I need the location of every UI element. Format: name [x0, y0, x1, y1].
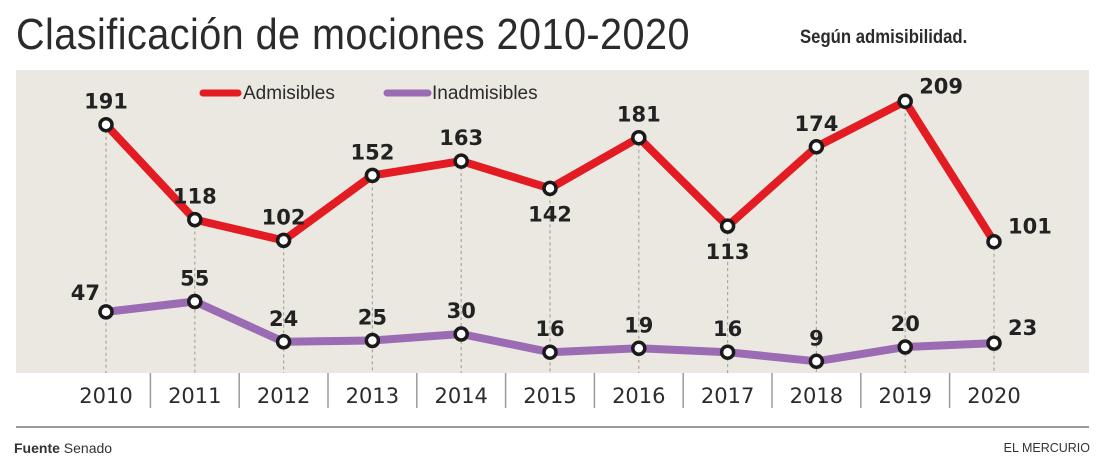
- data-label-inadmisibles: 19: [624, 313, 653, 337]
- data-label-inadmisibles: 16: [713, 317, 742, 341]
- data-point-admisibles: [275, 232, 292, 249]
- data-point-admisibles: [187, 211, 203, 228]
- legend: Admisibles Inadmisibles: [199, 83, 538, 104]
- data-point-inadmisibles: [986, 335, 1002, 351]
- data-point-admisibles: [897, 93, 913, 110]
- data-label-inadmisibles: 24: [269, 307, 298, 331]
- data-point-admisibles: [808, 139, 825, 155]
- data-label-admisibles: 113: [706, 240, 750, 264]
- x-tick-label: 2015: [523, 384, 576, 408]
- data-label-admisibles: 163: [439, 126, 483, 150]
- data-point-inadmisibles: [275, 334, 292, 350]
- x-tick-label: 2019: [878, 384, 931, 408]
- data-point-inadmisibles: [808, 353, 825, 370]
- data-point-inadmisibles: [187, 293, 203, 310]
- data-point-admisibles: [98, 116, 114, 133]
- series-inadmisibles: 47 55 24 25 30 16 19 16 9 20 23: [71, 267, 1037, 370]
- x-tick-label: 2012: [257, 384, 310, 408]
- data-label-admisibles: 101: [1008, 215, 1052, 239]
- data-label-inadmisibles: 47: [71, 281, 100, 305]
- data-point-admisibles: [364, 167, 381, 184]
- x-tick-label: 2017: [701, 384, 754, 408]
- legend-label-admisibles: Admisibles: [243, 83, 335, 104]
- data-label-inadmisibles: 20: [891, 312, 920, 336]
- data-label-admisibles: 174: [794, 112, 838, 136]
- data-label-admisibles: 191: [84, 90, 128, 114]
- x-tick-label: 2010: [79, 384, 132, 408]
- data-point-admisibles: [631, 129, 647, 146]
- x-tick-label: 2011: [168, 384, 221, 408]
- data-label-inadmisibles: 25: [358, 306, 387, 330]
- data-label-admisibles: 152: [350, 140, 394, 164]
- data-point-inadmisibles: [98, 304, 114, 320]
- x-tick-label: 2016: [612, 384, 665, 408]
- data-point-admisibles: [719, 218, 736, 234]
- data-label-admisibles: 118: [173, 185, 217, 209]
- data-point-inadmisibles: [897, 339, 913, 355]
- x-tick-label: 2014: [434, 384, 487, 408]
- source-label: Fuente: [14, 440, 60, 456]
- data-point-inadmisibles: [542, 344, 558, 360]
- source-value: Senado: [63, 440, 113, 456]
- data-point-inadmisibles: [719, 344, 736, 360]
- data-label-inadmisibles: 9: [809, 326, 824, 350]
- chart-subtitle: Según admisibilidad.: [800, 27, 968, 48]
- data-label-admisibles: 181: [617, 103, 661, 127]
- source-note: Fuente Senado: [14, 440, 112, 456]
- axis-separators: [149, 373, 951, 408]
- x-tick-label: 2013: [346, 384, 399, 408]
- data-label-inadmisibles: 23: [1008, 316, 1037, 340]
- data-point-inadmisibles: [453, 326, 469, 342]
- data-label-inadmisibles: 55: [180, 267, 209, 291]
- chart-title: Clasificación de mociones 2010-2020: [16, 10, 690, 59]
- data-label-admisibles: 102: [262, 205, 306, 229]
- data-label-inadmisibles: 30: [447, 299, 476, 323]
- x-tick-label: 2018: [790, 384, 843, 408]
- data-point-admisibles: [986, 233, 1002, 250]
- data-point-inadmisibles: [364, 332, 381, 349]
- data-label-admisibles: 142: [528, 202, 572, 226]
- data-point-inadmisibles: [631, 340, 647, 357]
- data-label-admisibles: 209: [919, 74, 963, 98]
- data-label-inadmisibles: 16: [535, 317, 564, 341]
- data-point-admisibles: [453, 153, 469, 169]
- legend-label-inadmisibles: Inadmisibles: [432, 83, 538, 104]
- brand-label: EL MERCURIO: [1003, 441, 1090, 455]
- series-admisibles: 191 118 102 152 163 142 181 113 174 209 101: [84, 74, 1052, 264]
- data-point-admisibles: [542, 180, 558, 197]
- x-tick-label: 2020: [967, 384, 1020, 408]
- x-axis-ticks: 2010 2011 2012 2013 2014 2015 2016 2017 2018 2019…: [79, 384, 1020, 408]
